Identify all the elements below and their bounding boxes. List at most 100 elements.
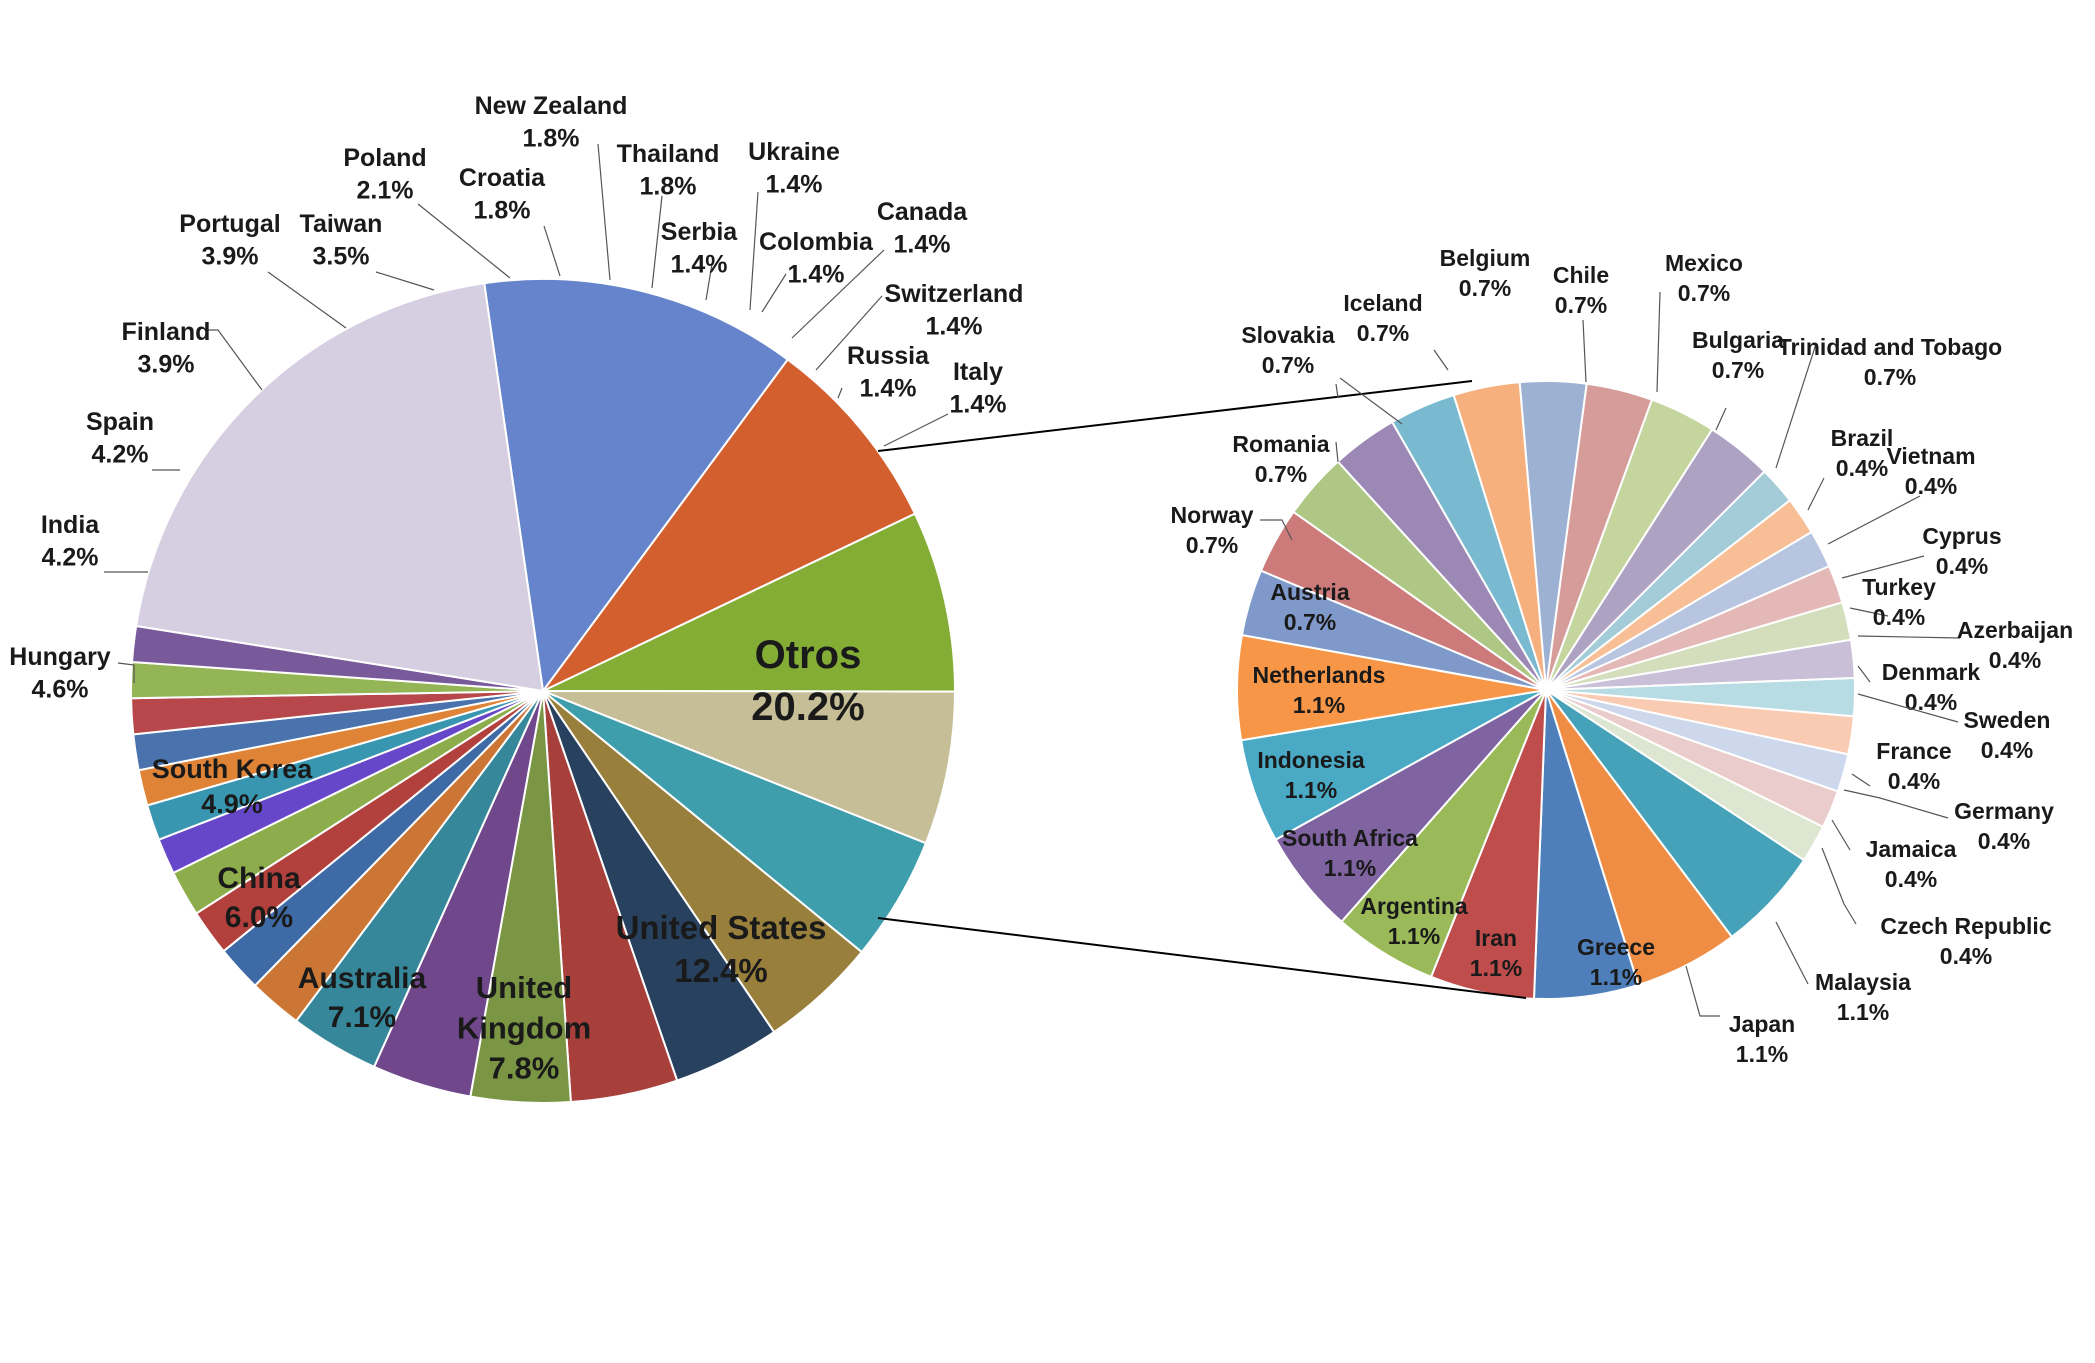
slice-label-otros: Otros 20.2% xyxy=(751,633,864,729)
slice-label-russia: Russia 1.4% xyxy=(847,342,930,403)
slice-label-croatia: Croatia 1.8% xyxy=(459,164,546,225)
leader-line-brazil xyxy=(1807,477,1825,511)
leader-line-japan xyxy=(1685,965,1720,1017)
leader-line-azerbaijan xyxy=(1857,635,1961,639)
leader-line-sweden xyxy=(1857,693,1959,723)
slice-united-kingdom xyxy=(542,358,917,692)
slice-label-south-korea: South Korea 4.9% xyxy=(152,754,313,819)
slice-united-states xyxy=(483,278,790,694)
connector-line-bottom xyxy=(877,917,1527,999)
slice-label-malaysia: Malaysia 1.1% xyxy=(1815,969,1911,1025)
leader-line-colombia xyxy=(761,273,787,313)
slice-label-italy: Italy 1.4% xyxy=(950,358,1007,419)
slice-label-netherlands: Netherlands 1.1% xyxy=(1253,662,1386,718)
slice-label-vietnam: Vietnam 0.4% xyxy=(1886,443,1975,499)
slice-label-united-kingdom: United Kingdom 7.8% xyxy=(457,970,591,1086)
leader-line-norway xyxy=(1260,519,1293,541)
leader-line-bulgaria xyxy=(1715,407,1727,431)
slice-label-indonesia: Indonesia 1.1% xyxy=(1257,747,1365,803)
leader-line-slovakia xyxy=(1335,383,1339,399)
slice-label-colombia: Colombia 1.4% xyxy=(759,228,874,289)
main-pie xyxy=(130,278,957,1104)
leader-line-belgium xyxy=(1433,349,1449,371)
slice-label-argentina: Argentina 1.1% xyxy=(1360,893,1468,949)
slice-label-japan: Japan 1.1% xyxy=(1729,1011,1795,1067)
slice-label-iceland: Iceland 0.7% xyxy=(1343,290,1422,346)
leader-line-chile xyxy=(1582,319,1587,383)
slice-label-mexico: Mexico 0.7% xyxy=(1665,250,1743,306)
slice-label-jamaica: Jamaica 0.4% xyxy=(1866,836,1957,892)
leader-line-serbia xyxy=(705,263,713,301)
slice-label-czech-republic: Czech Republic 0.4% xyxy=(1880,913,2051,969)
leader-line-finland xyxy=(206,329,263,391)
leader-line-trinidad-and-tobago xyxy=(1775,343,1817,469)
slice-label-brazil: Brazil 0.4% xyxy=(1831,425,1894,481)
leader-line-canada xyxy=(791,249,885,339)
slice-label-spain: Spain 4.2% xyxy=(86,408,154,469)
leader-line-croatia xyxy=(543,225,561,277)
slice-label-germany: Germany 0.4% xyxy=(1954,798,2054,854)
leader-line-czech-republic xyxy=(1821,847,1857,925)
slice-label-slovakia: Slovakia 0.7% xyxy=(1241,322,1335,378)
leader-line-new-zealand xyxy=(597,143,611,281)
slice-label-new-zealand: New Zealand 1.8% xyxy=(475,92,628,153)
leader-line-vietnam xyxy=(1827,495,1921,545)
leader-line-malaysia xyxy=(1775,921,1809,985)
connector-line-top xyxy=(877,380,1473,452)
slice-australia xyxy=(542,512,957,693)
slice-label-france: France 0.4% xyxy=(1876,738,1951,794)
slice-label-turkey: Turkey 0.4% xyxy=(1862,574,1936,630)
leader-line-thailand xyxy=(651,195,663,289)
pie-connectors xyxy=(877,380,1527,999)
slice-label-south-africa: South Africa 1.1% xyxy=(1282,825,1418,881)
slice-label-serbia: Serbia 1.4% xyxy=(661,218,739,279)
slice-label-cyprus: Cyprus 0.4% xyxy=(1922,523,2001,579)
slice-label-portugal: Portugal 3.9% xyxy=(179,210,280,271)
slice-label-greece: Greece 1.1% xyxy=(1577,934,1655,990)
slice-label-poland: Poland 2.1% xyxy=(343,144,426,205)
secondary-pie xyxy=(1236,380,1856,1001)
slice-label-trinidad-and-tobago: Trinidad and Tobago 0.7% xyxy=(1778,334,2002,390)
leader-line-switzerland xyxy=(815,295,883,371)
slice-label-taiwan: Taiwan 3.5% xyxy=(300,210,383,271)
leader-line-france xyxy=(1851,773,1871,787)
slice-label-bulgaria: Bulgaria 0.7% xyxy=(1692,327,1784,383)
pie-labels: United States 12.4% United Kingdom 7.8% Austr… xyxy=(9,92,2073,1086)
slice-label-iran: Iran 1.1% xyxy=(1470,925,1522,981)
slice-label-australia: Australia 7.1% xyxy=(298,962,427,1034)
leader-line-taiwan xyxy=(375,271,435,291)
slice-otros xyxy=(135,282,545,693)
slice-label-switzerland: Switzerland 1.4% xyxy=(885,280,1024,341)
slice-label-thailand: Thailand 1.8% xyxy=(617,140,720,201)
slice-label-austria: Austria 0.7% xyxy=(1270,579,1349,635)
leader-line-cyprus xyxy=(1841,555,1925,579)
slice-label-ukraine: Ukraine 1.4% xyxy=(748,138,840,199)
slice-label-sweden: Sweden 0.4% xyxy=(1964,707,2051,763)
slice-label-india: India 4.2% xyxy=(41,511,100,572)
slice-label-norway: Norway 0.7% xyxy=(1170,502,1253,558)
leader-line-iceland xyxy=(1339,377,1403,425)
leader-line-turkey xyxy=(1849,607,1889,617)
slice-label-denmark: Denmark 0.4% xyxy=(1882,659,1981,715)
slice-label-finland: Finland 3.9% xyxy=(122,318,211,379)
slice-label-belgium: Belgium 0.7% xyxy=(1440,245,1531,301)
leader-line-hungary xyxy=(117,662,135,683)
slice-china xyxy=(542,690,957,845)
leader-line-russia xyxy=(837,387,843,399)
leader-line-ukraine xyxy=(749,191,759,311)
slice-label-china: China 6.0% xyxy=(217,862,301,934)
slice-label-romania: Romania 0.7% xyxy=(1232,431,1329,487)
leader-line-portugal xyxy=(267,271,347,329)
leader-line-poland xyxy=(417,203,511,279)
slice-label-chile: Chile 0.7% xyxy=(1553,262,1609,318)
leader-line-germany xyxy=(1843,789,1949,819)
slice-label-canada: Canada 1.4% xyxy=(877,198,968,259)
slice-label-united-states: United States 12.4% xyxy=(616,909,827,989)
leader-line-denmark xyxy=(1857,665,1871,683)
slice-label-hungary: Hungary 4.6% xyxy=(9,643,111,704)
leader-line-romania xyxy=(1335,441,1339,463)
leader-line-mexico xyxy=(1656,291,1661,393)
slice-label-azerbaijan: Azerbaijan 0.4% xyxy=(1957,617,2073,673)
leader-line-jamaica xyxy=(1831,819,1851,851)
